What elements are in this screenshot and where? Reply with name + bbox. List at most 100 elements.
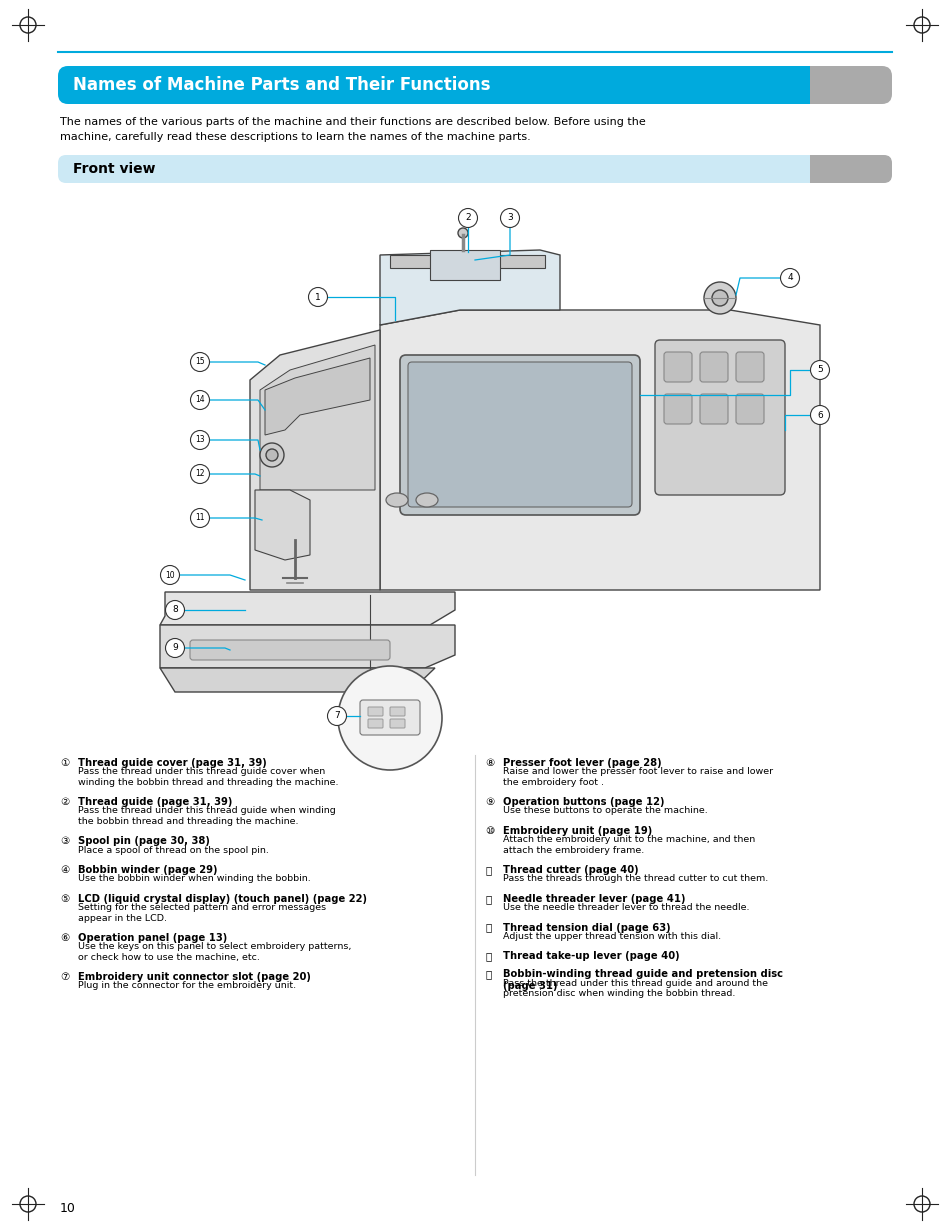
Circle shape	[328, 707, 347, 725]
Polygon shape	[160, 592, 455, 626]
Polygon shape	[255, 490, 310, 560]
Text: Embroidery unit (page 19): Embroidery unit (page 19)	[503, 826, 653, 836]
FancyBboxPatch shape	[760, 155, 892, 183]
Text: the bobbin thread and threading the machine.: the bobbin thread and threading the mach…	[78, 817, 298, 826]
Text: Thread cutter (page 40): Thread cutter (page 40)	[503, 865, 638, 875]
Text: Thread tension dial (page 63): Thread tension dial (page 63)	[503, 923, 671, 933]
Polygon shape	[265, 358, 370, 435]
Text: 5: 5	[817, 365, 823, 375]
Text: Front view: Front view	[73, 162, 156, 176]
Text: 10: 10	[60, 1202, 76, 1214]
FancyBboxPatch shape	[700, 395, 728, 424]
FancyBboxPatch shape	[736, 351, 764, 382]
Circle shape	[810, 406, 829, 424]
Circle shape	[309, 288, 328, 306]
Text: 8: 8	[172, 606, 178, 614]
Text: Thread take-up lever (page 40): Thread take-up lever (page 40)	[503, 951, 679, 961]
Text: ②: ②	[60, 798, 69, 807]
Text: Adjust the upper thread tension with this dial.: Adjust the upper thread tension with thi…	[503, 932, 721, 940]
FancyBboxPatch shape	[664, 351, 692, 382]
FancyBboxPatch shape	[760, 66, 892, 104]
Ellipse shape	[416, 493, 438, 508]
Polygon shape	[430, 249, 500, 280]
Circle shape	[810, 360, 829, 380]
Text: Bobbin-winding thread guide and pretension disc
(page 31): Bobbin-winding thread guide and pretensi…	[503, 970, 783, 991]
FancyBboxPatch shape	[390, 719, 405, 728]
Text: ⑩: ⑩	[485, 826, 494, 836]
Text: ④: ④	[60, 865, 69, 875]
Text: 7: 7	[334, 712, 340, 720]
Polygon shape	[160, 626, 455, 669]
Text: Attach the embroidery unit to the machine, and then: Attach the embroidery unit to the machin…	[503, 834, 755, 844]
FancyBboxPatch shape	[408, 363, 632, 508]
Polygon shape	[260, 345, 375, 490]
Text: 6: 6	[817, 410, 823, 419]
Circle shape	[266, 449, 278, 461]
Polygon shape	[160, 669, 435, 692]
Circle shape	[501, 209, 520, 227]
Text: 3: 3	[507, 214, 513, 222]
Circle shape	[191, 353, 210, 371]
Text: 13: 13	[195, 435, 205, 445]
Text: Names of Machine Parts and Their Functions: Names of Machine Parts and Their Functio…	[73, 76, 490, 93]
Circle shape	[191, 509, 210, 527]
Text: ⑥: ⑥	[60, 933, 69, 943]
Circle shape	[704, 281, 736, 313]
Text: Pass the thread under this thread guide when winding: Pass the thread under this thread guide …	[78, 806, 335, 815]
Text: attach the embroidery frame.: attach the embroidery frame.	[503, 846, 644, 854]
Text: 4: 4	[788, 274, 793, 283]
Text: Pass the threads through the thread cutter to cut them.: Pass the threads through the thread cutt…	[503, 874, 769, 884]
Text: ⑤: ⑤	[60, 893, 69, 903]
Text: ⑭: ⑭	[485, 951, 491, 961]
Text: Setting for the selected pattern and error messages: Setting for the selected pattern and err…	[78, 903, 326, 912]
Text: ⑧: ⑧	[485, 758, 494, 768]
Polygon shape	[390, 254, 545, 268]
FancyBboxPatch shape	[360, 701, 420, 735]
Text: Operation panel (page 13): Operation panel (page 13)	[78, 933, 227, 943]
Text: ⑪: ⑪	[485, 865, 491, 875]
FancyBboxPatch shape	[58, 155, 778, 183]
Text: Use the keys on this panel to select embroidery patterns,: Use the keys on this panel to select emb…	[78, 943, 352, 951]
FancyBboxPatch shape	[700, 351, 728, 382]
Text: 11: 11	[196, 514, 205, 522]
Circle shape	[165, 639, 184, 658]
FancyBboxPatch shape	[760, 155, 810, 183]
Text: Plug in the connector for the embroidery unit.: Plug in the connector for the embroidery…	[78, 982, 296, 991]
Polygon shape	[380, 249, 560, 324]
Circle shape	[191, 391, 210, 409]
Text: Bobbin winder (page 29): Bobbin winder (page 29)	[78, 865, 218, 875]
Text: Spool pin (page 30, 38): Spool pin (page 30, 38)	[78, 837, 210, 847]
Text: ①: ①	[60, 758, 69, 768]
Circle shape	[260, 442, 284, 467]
Polygon shape	[380, 310, 820, 590]
FancyBboxPatch shape	[368, 719, 383, 728]
FancyBboxPatch shape	[655, 340, 785, 495]
Ellipse shape	[386, 493, 408, 508]
Text: LCD (liquid crystal display) (touch panel) (page 22): LCD (liquid crystal display) (touch pane…	[78, 893, 367, 903]
Text: Thread guide (page 31, 39): Thread guide (page 31, 39)	[78, 798, 233, 807]
Text: Operation buttons (page 12): Operation buttons (page 12)	[503, 798, 664, 807]
Circle shape	[165, 601, 184, 619]
Text: ⑫: ⑫	[485, 893, 491, 903]
Text: Use the needle threader lever to thread the needle.: Use the needle threader lever to thread …	[503, 903, 750, 912]
FancyBboxPatch shape	[400, 355, 640, 515]
Text: Raise and lower the presser foot lever to raise and lower: Raise and lower the presser foot lever t…	[503, 767, 773, 777]
Text: ③: ③	[60, 837, 69, 847]
Circle shape	[781, 268, 800, 288]
Text: 10: 10	[165, 570, 175, 580]
Text: Use these buttons to operate the machine.: Use these buttons to operate the machine…	[503, 806, 708, 815]
Text: 14: 14	[195, 396, 205, 404]
Text: ⑦: ⑦	[60, 972, 69, 982]
Text: winding the bobbin thread and threading the machine.: winding the bobbin thread and threading …	[78, 778, 338, 787]
Circle shape	[191, 430, 210, 450]
Circle shape	[459, 209, 478, 227]
FancyBboxPatch shape	[58, 66, 778, 104]
Text: Needle threader lever (page 41): Needle threader lever (page 41)	[503, 893, 686, 903]
Text: the embroidery foot .: the embroidery foot .	[503, 778, 604, 787]
FancyBboxPatch shape	[368, 707, 383, 717]
Text: Embroidery unit connector slot (page 20): Embroidery unit connector slot (page 20)	[78, 972, 311, 982]
Circle shape	[712, 290, 728, 306]
Text: Pass the thread under this thread guide cover when: Pass the thread under this thread guide …	[78, 767, 325, 777]
Text: Pass the thread under this thread guide and around the: Pass the thread under this thread guide …	[503, 978, 768, 988]
Text: 1: 1	[315, 293, 321, 301]
